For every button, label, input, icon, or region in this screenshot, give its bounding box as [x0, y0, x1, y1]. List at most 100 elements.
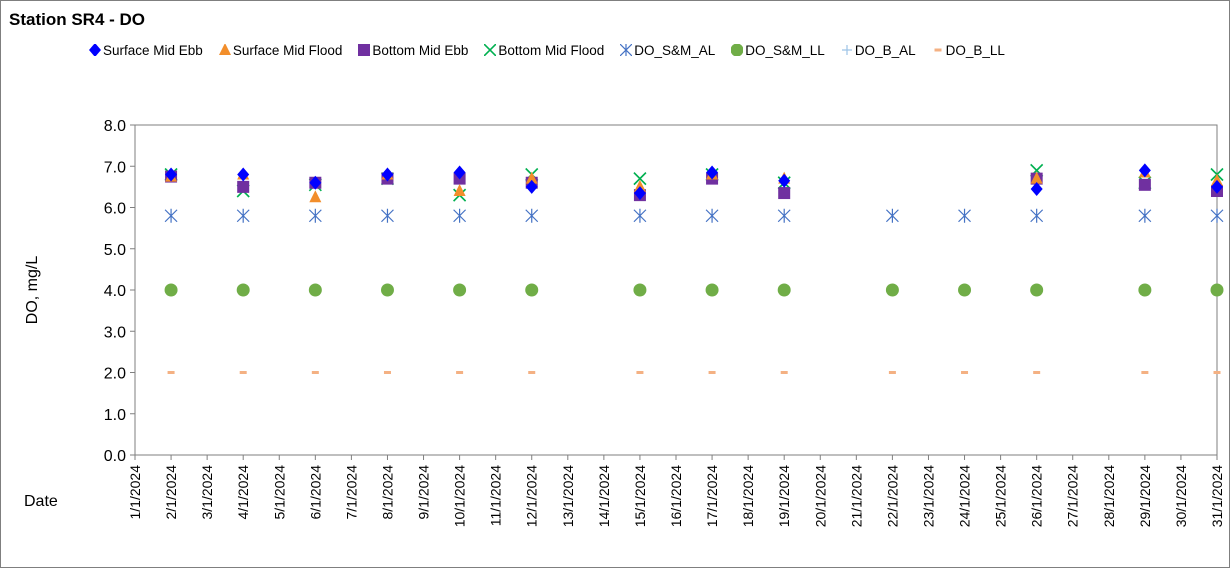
surface-mid-ebb-point-shape: [1030, 181, 1043, 196]
do-b-ll-point-shape: [1033, 371, 1041, 374]
surface-mid-ebb-point: [778, 173, 791, 188]
surface-mid-ebb-point-shape: [1211, 179, 1223, 194]
do-s-m-ll-point-shape: [1138, 283, 1152, 297]
legend: Surface Mid Ebb Surface Mid Flood Bottom M…: [89, 41, 1021, 59]
do-s-m-al-point-shape: [1138, 208, 1152, 223]
do-s-m-al-point: [885, 208, 899, 223]
do-b-ll-point-shape: [961, 371, 969, 374]
do-s-m-al-point-shape: [958, 208, 971, 223]
surface-mid-flood-point: [525, 171, 538, 184]
do-s-m-ll-point-shape: [885, 283, 899, 297]
legend-marker: [89, 44, 101, 56]
do-b-ll-point-shape: [1213, 371, 1221, 374]
bottom-mid-ebb-point: [778, 187, 791, 200]
do-b-ll-point: [456, 371, 464, 374]
do-b-ll-point: [1213, 371, 1221, 374]
do-b-ll-point-shape: [888, 371, 896, 374]
do-b-ll-point: [1141, 371, 1149, 374]
x-tick-label: 29/1/2024: [1137, 465, 1153, 527]
x-tick-label: 14/1/2024: [596, 465, 612, 527]
y-tick-label: 8.0: [104, 118, 126, 135]
legend-symbol-circle: [731, 44, 744, 56]
x-tick-label: 27/1/2024: [1065, 465, 1081, 527]
do-b-ll-point: [239, 371, 247, 374]
do-s-m-al-point: [308, 208, 322, 223]
legend-symbol-triangle: [218, 44, 231, 55]
legend-marker-shape: [620, 44, 633, 56]
do-s-m-ll-point: [380, 283, 394, 297]
y-tick-label: 0.0: [104, 448, 126, 465]
do-b-ll-point-shape: [456, 371, 464, 374]
do-s-m-al-point-shape: [777, 208, 791, 223]
surface-mid-ebb-point: [381, 167, 394, 182]
legend-item-bottom-mid-ebb: Bottom Mid Ebb: [358, 43, 468, 58]
legend-item-do-s-m-al: DO_S&M_AL: [620, 43, 715, 58]
legend-symbol-x: [484, 44, 497, 56]
do-b-ll-point-shape: [1141, 371, 1149, 374]
do-s-m-ll-point: [525, 283, 539, 297]
x-tick-label: 19/1/2024: [776, 465, 792, 527]
do-s-m-al-point: [958, 208, 971, 223]
legend-label: Surface Mid Flood: [232, 42, 343, 58]
do-s-m-al-point: [381, 208, 394, 223]
legend-marker-shape: [218, 44, 231, 55]
legend-marker: [218, 44, 231, 55]
x-tick-label: 8/1/2024: [379, 465, 395, 520]
x-tick-label: 2/1/2024: [163, 465, 179, 520]
do-b-ll-point: [383, 371, 391, 374]
do-s-m-al-point-shape: [885, 208, 899, 223]
surface-mid-ebb-point: [633, 186, 646, 201]
legend-symbol-dash: [934, 48, 942, 52]
do-s-m-al-point: [164, 208, 178, 223]
x-tick-label: 17/1/2024: [704, 465, 720, 527]
bottom-mid-ebb-point-shape: [778, 187, 791, 200]
y-tick-label: 2.0: [104, 366, 126, 383]
surface-mid-ebb-point-shape: [309, 175, 322, 190]
surface-mid-flood-point-shape: [633, 179, 646, 192]
do-b-ll-point: [961, 371, 969, 374]
x-tick-label: 5/1/2024: [271, 465, 287, 520]
x-tick-label: 31/1/2024: [1209, 465, 1225, 527]
legend-label: Bottom Mid Flood: [498, 42, 605, 58]
x-tick-label: 22/1/2024: [884, 465, 900, 527]
bottom-mid-ebb-point-shape: [237, 180, 250, 193]
surface-mid-flood-point-shape: [1030, 171, 1043, 184]
x-tick-label: 18/1/2024: [740, 465, 756, 527]
legend-marker: [620, 44, 633, 56]
legend-label: DO_S&M_LL: [745, 42, 825, 58]
legend-label: DO_S&M_AL: [634, 42, 716, 58]
do-s-m-al-point-shape: [164, 208, 178, 223]
legend-marker-shape: [484, 44, 497, 56]
legend-marker-shape: [358, 44, 371, 56]
do-s-m-al-point-shape: [525, 208, 539, 223]
legend-marker-shape: [934, 48, 942, 52]
bottom-mid-ebb-point: [237, 180, 250, 193]
do-s-m-ll-point-shape: [705, 283, 719, 297]
do-s-m-ll-point-shape: [453, 283, 467, 297]
do-s-m-ll-point-shape: [525, 283, 539, 297]
do-s-m-ll-point: [453, 283, 467, 297]
surface-mid-ebb-point: [309, 175, 322, 190]
legend-item-do-s-m-ll: DO_S&M_LL: [731, 43, 825, 58]
do-s-m-ll-point: [164, 283, 178, 297]
x-tick-label: 9/1/2024: [416, 465, 432, 520]
legend-label: Surface Mid Ebb: [103, 42, 203, 58]
y-tick-label: 6.0: [104, 201, 126, 218]
do-b-ll-point: [708, 371, 716, 374]
legend-label: Bottom Mid Ebb: [372, 42, 469, 58]
legend-item-bottom-mid-flood: Bottom Mid Flood: [484, 43, 604, 58]
do-s-m-al-point-shape: [381, 208, 394, 223]
legend-marker: [484, 44, 497, 56]
do-b-ll-point: [888, 371, 896, 374]
legend-marker: [731, 44, 744, 56]
do-b-ll-point: [1033, 371, 1041, 374]
bottom-mid-flood-point-shape: [633, 172, 647, 186]
do-s-m-al-point-shape: [236, 208, 250, 223]
do-s-m-al-point: [633, 208, 647, 223]
y-tick-label: 3.0: [104, 324, 126, 341]
surface-mid-flood-point: [1211, 173, 1223, 186]
chart-title: Station SR4 - DO: [9, 10, 146, 29]
do-s-m-ll-point: [777, 283, 791, 297]
